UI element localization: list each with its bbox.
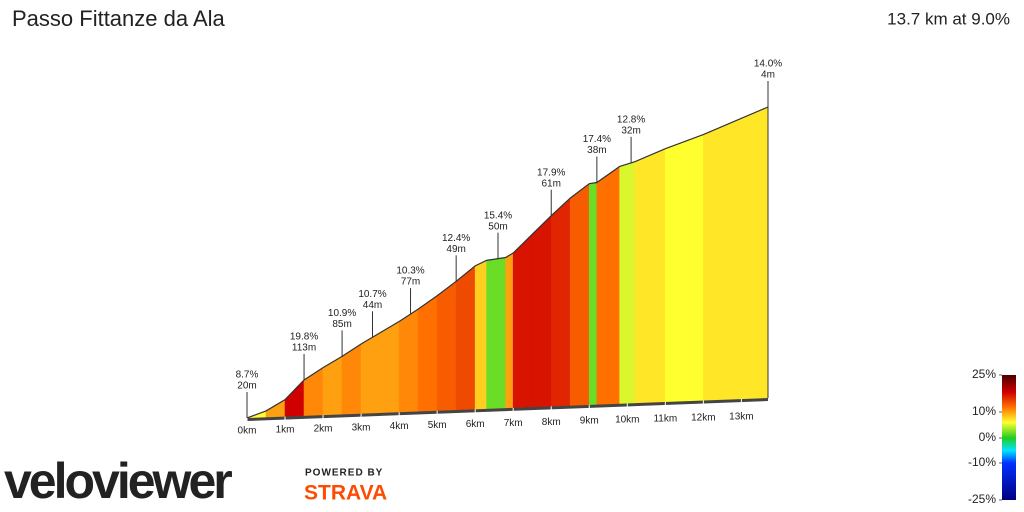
- grade-segment: [436, 280, 457, 412]
- grade-segment: [512, 233, 533, 409]
- grade-segment: [665, 134, 704, 403]
- grade-segment: [303, 367, 324, 417]
- grade-segment: [474, 259, 487, 410]
- legend-tick-label: 10%: [972, 404, 996, 418]
- x-tick-label: 5km: [428, 420, 447, 431]
- x-tick-label: 13km: [729, 411, 753, 422]
- grade-segment: [703, 117, 742, 401]
- grade-segment: [619, 161, 636, 405]
- x-tick-label: 10km: [615, 415, 639, 426]
- annotation-grade: 10.9%: [328, 308, 356, 319]
- grade-segment: [322, 355, 343, 416]
- grade-segment: [531, 214, 552, 408]
- x-tick-label: 6km: [466, 419, 485, 430]
- legend-tick-label: 0%: [979, 430, 997, 444]
- annotation-length: 113m: [292, 343, 316, 354]
- grade-segment: [550, 197, 571, 407]
- x-tick-label: 1km: [276, 425, 295, 436]
- partner-logo: STRAVA: [304, 482, 387, 505]
- annotation-grade: 10.3%: [396, 266, 424, 277]
- grade-segment: [634, 148, 666, 404]
- annotation-grade: 17.9%: [537, 167, 565, 178]
- ground: [247, 398, 768, 421]
- annotation-length: 85m: [332, 319, 351, 330]
- profile-outline: [246, 106, 769, 419]
- annotation-grade: 12.8%: [617, 115, 645, 126]
- annotation-length: 44m: [363, 300, 382, 311]
- x-tick-label: 3km: [352, 422, 371, 433]
- x-tick-label: 8km: [542, 417, 561, 428]
- grade-segment: [596, 165, 620, 405]
- annotation-length: 77m: [401, 277, 420, 288]
- grade-segment: [398, 308, 419, 413]
- chart-title: Passo Fittanze da Ala: [12, 6, 226, 31]
- grade-segment: [486, 257, 506, 410]
- grade-segment: [455, 265, 476, 411]
- powered-by: POWERED BY: [305, 468, 383, 479]
- annotation-grade: 12.4%: [442, 233, 470, 244]
- annotation-grade: 8.7%: [236, 370, 259, 381]
- grade-segment: [505, 252, 514, 409]
- grade-segment: [265, 399, 286, 418]
- x-tick-label: 11km: [653, 414, 677, 425]
- grade-segment: [588, 182, 598, 406]
- legend-tick-label: 25%: [972, 367, 996, 381]
- x-tick-label: 9km: [580, 416, 599, 427]
- annotation-length: 49m: [446, 244, 465, 255]
- annotation-length: 20m: [237, 381, 256, 392]
- brand-logo: veloviewer: [4, 453, 232, 509]
- chart-subtitle: 13.7 km at 9.0%: [887, 9, 1010, 28]
- grade-segment: [379, 320, 400, 414]
- x-tick-label: 7km: [504, 418, 523, 429]
- x-tick-label: 0km: [238, 426, 257, 437]
- annotation-length: 38m: [587, 145, 606, 156]
- x-tick-label: 12km: [691, 412, 715, 423]
- annotation-length: 61m: [542, 178, 561, 189]
- annotation-grade: 10.7%: [358, 289, 386, 300]
- grade-segment: [569, 183, 590, 406]
- annotation-grade: 14.0%: [754, 59, 782, 70]
- legend-tick-label: -10%: [968, 455, 996, 469]
- annotation-grade: 17.4%: [583, 134, 611, 145]
- color-legend: [1002, 375, 1016, 500]
- annotation-length: 50m: [488, 221, 507, 232]
- x-tick-label: 4km: [390, 421, 409, 432]
- annotation-length: 32m: [621, 126, 640, 137]
- legend-tick-label: -25%: [968, 492, 996, 506]
- annotation-length: 4m: [761, 70, 775, 81]
- annotation-grade: 15.4%: [484, 210, 512, 221]
- grade-segment: [417, 295, 438, 412]
- grade-segment: [360, 332, 381, 414]
- grade-segment: [284, 379, 305, 417]
- grade-segment: [741, 106, 769, 400]
- x-tick-label: 2km: [314, 423, 333, 434]
- annotation-grade: 19.8%: [290, 332, 318, 343]
